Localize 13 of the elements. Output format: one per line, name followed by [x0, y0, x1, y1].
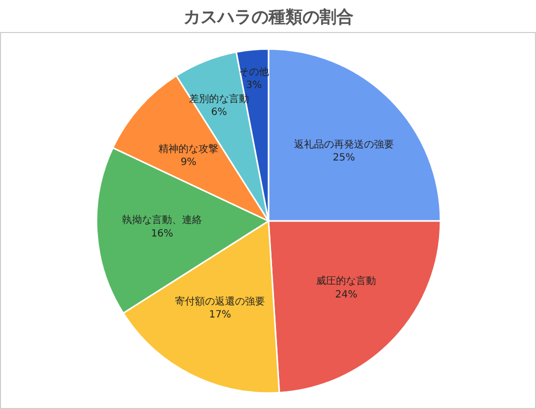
slice-label: 寄付額の返還の強要	[175, 295, 266, 308]
slice-label: 執拗な言動、連絡	[122, 214, 202, 226]
data-label: 16%	[150, 228, 174, 240]
data-label: 25%	[332, 152, 356, 164]
slice-label: 返礼品の再発送の強要	[294, 138, 394, 150]
slice-label: 威圧的な言動	[316, 275, 376, 288]
slice-label: 精神的な攻撃	[158, 142, 219, 155]
data-label: 6%	[211, 107, 228, 118]
data-label: 24%	[335, 289, 358, 300]
data-label: 9%	[180, 157, 196, 168]
data-label: 3%	[246, 80, 262, 92]
chart-title: カスハラの種類の割合	[184, 8, 354, 28]
data-label: 17%	[208, 310, 232, 321]
